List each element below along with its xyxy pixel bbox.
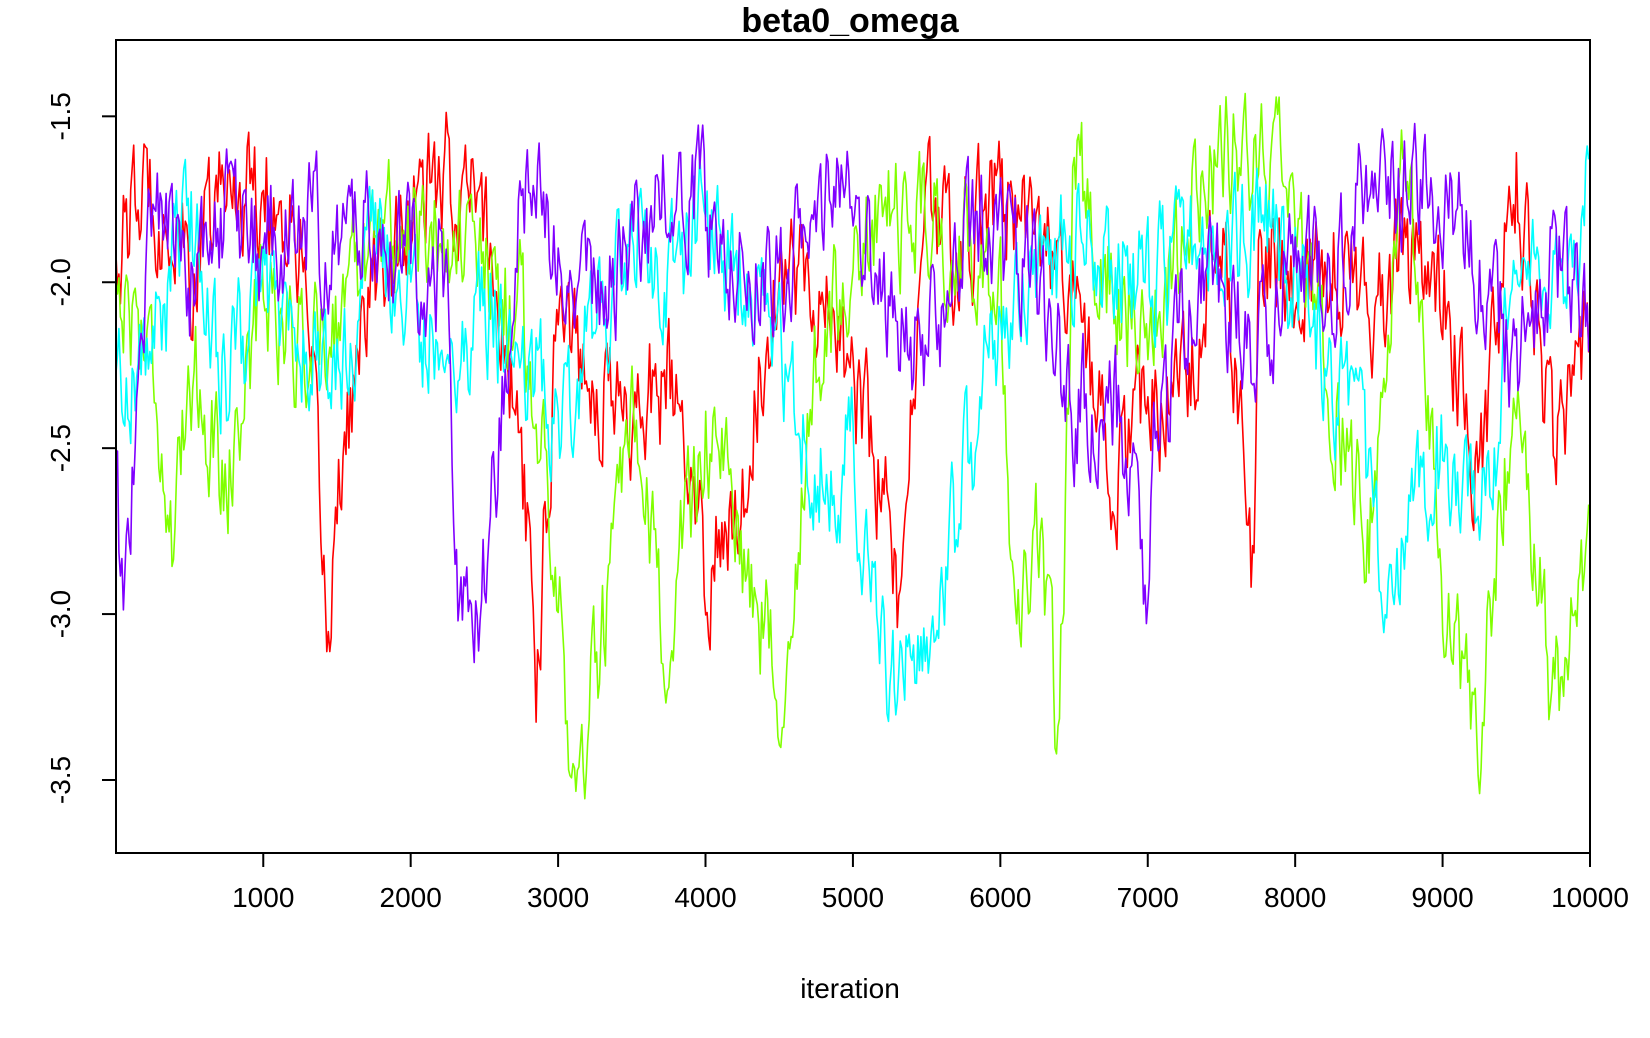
trace-series-2	[116, 92, 1590, 800]
x-tick-label: 2000	[380, 882, 442, 913]
x-tick-label: 3000	[527, 882, 589, 913]
x-tick-label: 7000	[1117, 882, 1179, 913]
traces-group	[116, 92, 1590, 800]
y-tick-label: -1.5	[45, 92, 76, 140]
y-tick-label: -2.5	[45, 424, 76, 472]
y-tick-label: -3.5	[45, 756, 76, 804]
trace-series-4	[116, 122, 1590, 664]
trace-series-3	[116, 145, 1590, 723]
x-tick-label: 9000	[1411, 882, 1473, 913]
x-axis-label: iteration	[800, 973, 900, 1004]
y-axis: -1.5 -2.0 -2.5 -3.0 -3.5	[45, 92, 116, 804]
x-tick-label: 6000	[969, 882, 1031, 913]
x-tick-label: 10000	[1551, 882, 1629, 913]
y-tick-label: -3.0	[45, 590, 76, 638]
x-tick-label: 1000	[232, 882, 294, 913]
x-tick-label: 8000	[1264, 882, 1326, 913]
trace-series-1	[116, 111, 1590, 723]
x-axis: 1000 2000 3000 4000 5000 6000 7000 8000 9000 1000…	[232, 853, 1629, 913]
x-tick-label: 4000	[674, 882, 736, 913]
chart-title: beta0_omega	[741, 2, 959, 40]
x-tick-label: 5000	[822, 882, 884, 913]
y-tick-label: -2.0	[45, 258, 76, 306]
